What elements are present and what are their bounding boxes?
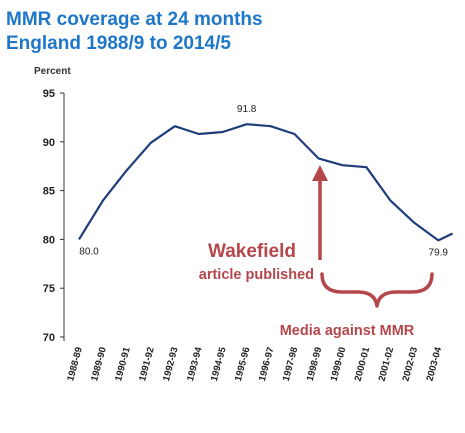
data-label: 80.0 xyxy=(79,246,99,257)
x-tick-labels: 1988-89 1989-90 1990-91 1991-92 1992-93 1993-… xyxy=(65,345,444,382)
x-tick-label: 1999-00 xyxy=(329,346,349,383)
coverage-series-line xyxy=(78,123,454,242)
x-tick-label: 1996-97 xyxy=(257,346,277,383)
y-tick-label: 75 xyxy=(43,283,55,295)
x-tick-label: 2000-01 xyxy=(353,345,373,382)
chart-title: MMR coverage at 24 months England 1988/9… xyxy=(6,8,263,56)
x-tick-label: 2001-02 xyxy=(377,346,397,383)
series xyxy=(78,123,454,242)
data-label: 91.8 xyxy=(237,104,257,115)
x-tick-label: 1991-92 xyxy=(137,346,157,383)
x-tick-label: 1990-91 xyxy=(113,345,133,382)
title-line-1: MMR coverage at 24 months xyxy=(6,9,263,30)
x-tick-label: 1998-99 xyxy=(305,346,325,383)
wakefield-label: Wakefield xyxy=(208,241,296,262)
wakefield-annotation: Wakefield article published xyxy=(199,165,328,283)
media-annotation: Media against MMR xyxy=(280,272,434,339)
y-tick-label: 70 xyxy=(43,332,55,344)
x-tick-label: 1995-96 xyxy=(233,346,253,383)
article-published-label: article published xyxy=(199,267,314,283)
x-tick-label: 2003-04 xyxy=(424,345,444,382)
x-tick-label: 1988-89 xyxy=(65,346,85,383)
x-tick-label: 1993-94 xyxy=(185,345,205,382)
data-labels: 80.0 91.8 79.9 xyxy=(79,104,448,258)
media-against-mmr-label: Media against MMR xyxy=(280,323,415,339)
y-tick-label: 85 xyxy=(43,186,55,198)
x-tick-label: 1997-98 xyxy=(281,346,301,383)
data-label: 79.9 xyxy=(429,247,449,258)
x-tick-label: 1989-90 xyxy=(89,346,109,383)
title-line-2: England 1988/9 to 2014/5 xyxy=(6,33,231,54)
wakefield-arrow-head xyxy=(312,165,328,181)
x-tick-label: 1994-95 xyxy=(209,345,229,382)
y-tick-label: 90 xyxy=(43,137,55,149)
y-tick-label: 95 xyxy=(43,88,55,100)
y-tick-labels: 70 75 80 85 90 95 xyxy=(43,88,64,344)
y-tick-label: 80 xyxy=(43,234,55,246)
x-tick-label: 1992-93 xyxy=(161,346,181,383)
media-curly-brace xyxy=(320,272,434,308)
x-tick-label: 2002-03 xyxy=(401,346,421,383)
y-axis-unit: Percent xyxy=(34,66,71,77)
